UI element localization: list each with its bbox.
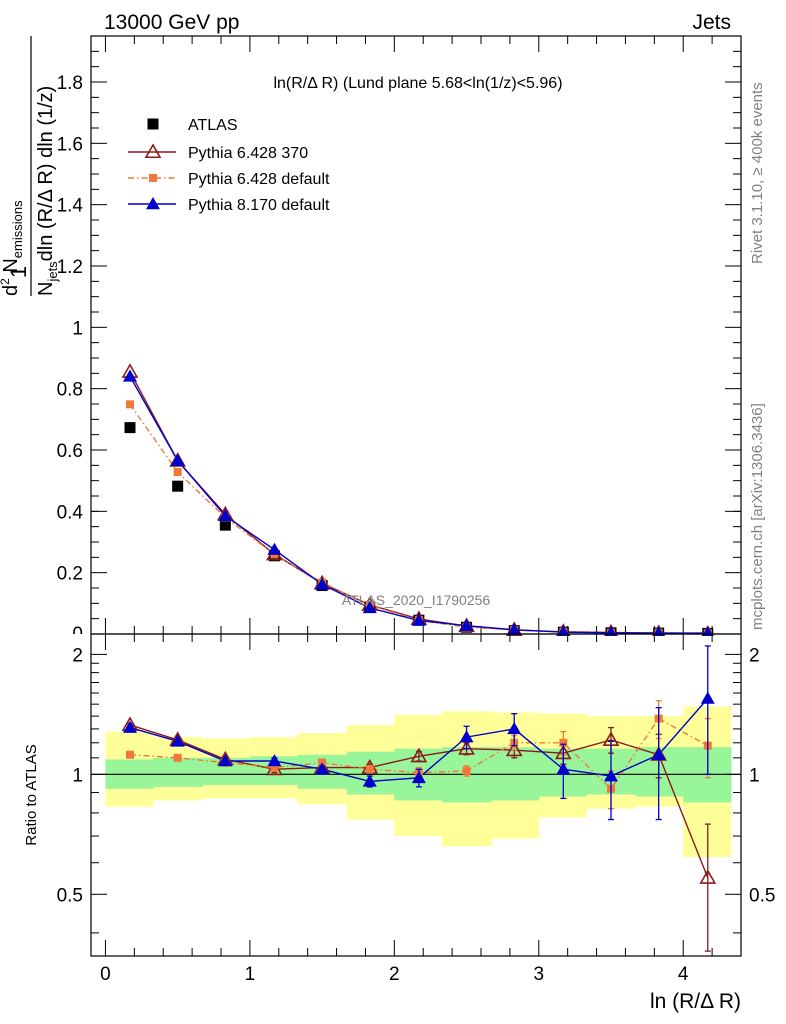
chart-title: ln(R/Δ R) (Lund plane 5.68<ln(1/z)<5.96) (273, 75, 562, 92)
legend-marker-3 (146, 197, 160, 210)
data-point-s3-7 (459, 618, 474, 631)
ratio-point-s0-7 (458, 740, 475, 755)
ratio-point-s0-6 (410, 747, 428, 763)
legend-marker-0 (147, 118, 159, 130)
main-ylabel: 1 Njetsdln (R/Δ R) dln (1/z) d2 Nemissio… (0, 36, 60, 296)
data-point-s0-2 (219, 519, 231, 531)
data-point-s2-1 (173, 468, 182, 477)
ratio-point-s2-8 (507, 721, 522, 735)
ratio-frame (90, 633, 742, 957)
data-point-s3-0 (123, 369, 137, 382)
legend-label-0: ATLAS (188, 117, 238, 134)
ratio-point-s2-10 (604, 769, 618, 782)
ratio-point-s2-11 (651, 747, 666, 760)
ratio-ytick-label: 2 (72, 645, 83, 666)
ratio-point-s2-3 (267, 754, 282, 767)
ratio-point-s1-1 (173, 753, 182, 762)
main-ytick-label: 1.6 (57, 134, 83, 155)
header-energy: 13000 GeV pp (104, 11, 239, 34)
data-point-s3-9 (557, 625, 570, 636)
ratio-ytick-label-right: 0.5 (749, 885, 775, 906)
legend-label-3: Pythia 8.170 default (188, 197, 330, 214)
main-ytick-label: 1.4 (57, 196, 84, 217)
ratio-point-s1-9 (559, 738, 568, 747)
main-panel: 0.2 0.4 0.6 0.8 1 1.2 1.4 1.6 1.8 0 (57, 35, 742, 645)
x-axis-label: ln (R/Δ R) (650, 990, 741, 1013)
legend-label-1: Pythia 6.428 370 (188, 145, 308, 162)
main-ytick-label: 0.2 (57, 564, 83, 585)
data-point-s3-4 (315, 577, 330, 590)
main-ytick-label: 0.4 (57, 502, 84, 523)
main-ytick-label: 1 (72, 318, 83, 339)
data-point-s0-0 (124, 422, 136, 434)
svg-text:1: 1 (6, 266, 31, 278)
ratio-point-s2-6 (411, 770, 426, 784)
main-ytick-label: 1.2 (57, 257, 83, 278)
ratio-point-s2-4 (315, 762, 330, 775)
data-point-s3-6 (411, 613, 426, 626)
data-point-s3-3 (267, 542, 282, 555)
ratio-point-s2-5 (362, 774, 377, 787)
main-data (121, 363, 715, 636)
ratio-point-s2-1 (170, 734, 185, 747)
ratio-ytick-label-right: 1 (749, 765, 760, 786)
mcplots-reference-text: mcplots.cern.ch [arXiv:1306.3436] (749, 403, 766, 630)
x-tick-label: 1 (245, 964, 256, 985)
x-tick-label: 4 (678, 964, 689, 985)
ratio-point-s1-3 (270, 763, 279, 772)
rivet-version-text: Rivet 3.1.10, ≥ 400k events (749, 82, 766, 264)
main-ylabel-text: Njetsdln (R/Δ R) dln (1/z) (35, 86, 60, 296)
ratio-point-s2-7 (459, 730, 474, 743)
ratio-point-s2-9 (556, 762, 571, 775)
legend: ATLAS Pythia 6.428 370 Pythia 6.428 defaul… (128, 117, 330, 214)
analysis-watermark: ATLAS_2020_I1790256 (342, 592, 491, 608)
legend-label-2: Pythia 6.428 default (188, 171, 330, 188)
ratio-point-s1-7 (462, 766, 471, 775)
ratio-point-s0-12 (699, 869, 717, 884)
data-point-s3-8 (507, 622, 522, 635)
main-ytick-label: 1.8 (57, 73, 83, 94)
ratio-ytick-label: 1 (72, 765, 83, 786)
ratio-point-s2-2 (218, 754, 233, 767)
ratio-point-s0-8 (505, 741, 523, 757)
x-tick-label: 2 (389, 964, 400, 985)
data-point-s3-1 (170, 453, 185, 466)
legend-marker-1 (144, 143, 162, 159)
main-ytick-label: 0.6 (57, 441, 83, 462)
svg-text:d2 Nemissions: d2 Nemissions (0, 200, 25, 296)
ratio-ylabel: Ratio to ATLAS (23, 744, 40, 845)
ratio-point-s1-5 (365, 765, 374, 774)
x-tick-label: 3 (533, 964, 544, 985)
data-point-s3-2 (218, 508, 233, 522)
header-process: Jets (692, 11, 731, 34)
ratio-point-s1-0 (126, 750, 134, 759)
ratio-ytick-label-right: 2 (749, 645, 760, 666)
data-point-s3-5 (362, 600, 377, 614)
ratio-point-s2-0 (123, 720, 137, 733)
ratio-point-s2-12 (700, 691, 715, 704)
ratio-data (91, 645, 741, 952)
main-ytick-label: 0.8 (57, 380, 83, 401)
ratio-ytick-label: 0.5 (57, 885, 83, 906)
x-tick-label: 0 (100, 964, 111, 985)
data-point-s2-0 (126, 400, 134, 409)
green-band-1 (153, 757, 203, 787)
main-ytick-label-zero: 0 (72, 624, 83, 645)
ratio-panel: 0.5 0.5 1 1 2 2 0 1 2 3 4 (57, 633, 775, 985)
legend-marker-2 (149, 174, 157, 182)
data-point-s0-1 (172, 480, 184, 492)
